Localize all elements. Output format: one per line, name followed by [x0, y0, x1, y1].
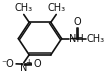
Text: N: N: [20, 63, 27, 73]
Text: ⁻O: ⁻O: [2, 59, 14, 69]
Text: NH: NH: [69, 34, 84, 44]
Text: O: O: [33, 59, 41, 69]
Text: +: +: [25, 58, 32, 67]
Text: CH₃: CH₃: [14, 3, 32, 13]
Text: O: O: [73, 17, 81, 27]
Text: CH₃: CH₃: [48, 3, 66, 13]
Text: CH₃: CH₃: [86, 34, 105, 44]
